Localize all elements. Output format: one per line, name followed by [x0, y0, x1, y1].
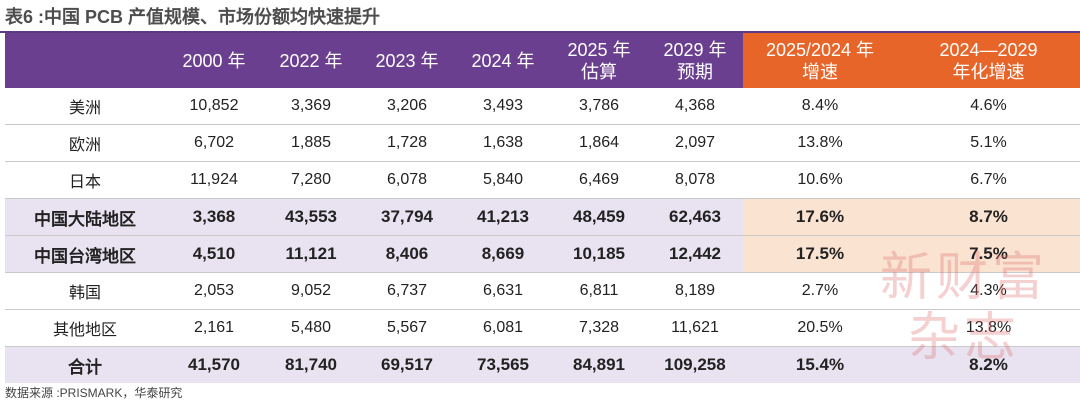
table-cell: 6,469: [551, 161, 647, 199]
table-cell: 15.4%: [743, 346, 897, 383]
table-cell: 13.8%: [897, 309, 1080, 347]
table-row-total: 合计 41,570 81,740 69,517 73,565 84,891 10…: [5, 346, 1080, 383]
table-cell: 10,852: [165, 88, 263, 125]
table-cell: 1,728: [359, 124, 455, 162]
table-cell: 2,097: [647, 124, 743, 162]
table-cell: 1,885: [263, 124, 359, 162]
table-cell: 12,442: [647, 235, 743, 273]
table-cell: 8,189: [647, 272, 743, 310]
table-cell: 1,864: [551, 124, 647, 162]
table-row-europe: 欧洲 6,702 1,885 1,728 1,638 1,864 2,097 1…: [5, 124, 1080, 162]
header-cell-cagr: 2024—2029 年化增速: [897, 33, 1080, 88]
table-cell: 5,840: [455, 161, 551, 199]
table-row-mainland-china: 中国大陆地区 3,368 43,553 37,794 41,213 48,459…: [5, 198, 1080, 236]
table-cell: 3,786: [551, 88, 647, 125]
table-cell: 4.3%: [897, 272, 1080, 310]
table-cell: 8.2%: [897, 346, 1080, 383]
table-cell: 17.5%: [743, 235, 897, 273]
table-cell: 69,517: [359, 346, 455, 383]
header-row: 2000 年 2022 年 2023 年 2024 年 2025 年估算 202…: [5, 33, 1080, 88]
table-cell: 17.6%: [743, 198, 897, 236]
header-cell-region: [5, 33, 165, 88]
header-cell-2025: 2025 年估算: [551, 33, 647, 88]
table-cell: 6,631: [455, 272, 551, 310]
table-cell: 81,740: [263, 346, 359, 383]
table-cell: 5.1%: [897, 124, 1080, 162]
header-cell-2023: 2023 年: [359, 33, 455, 88]
table-cell: 8,669: [455, 235, 551, 273]
row-label: 中国台湾地区: [5, 235, 165, 273]
row-label: 韩国: [5, 272, 165, 310]
table-cell: 8,078: [647, 161, 743, 199]
header-cell-2029: 2029 年预期: [647, 33, 743, 88]
table-cell: 8.7%: [897, 198, 1080, 236]
table-cell: 6.7%: [897, 161, 1080, 199]
table-row-americas: 美洲 10,852 3,369 3,206 3,493 3,786 4,368 …: [5, 88, 1080, 125]
header-cell-2024: 2024 年: [455, 33, 551, 88]
row-label: 欧洲: [5, 124, 165, 162]
table-cell: 43,553: [263, 198, 359, 236]
header-cell-growth-2025: 2025/2024 年增速: [743, 33, 897, 88]
table-cell: 73,565: [455, 346, 551, 383]
table-cell: 48,459: [551, 198, 647, 236]
table-row-taiwan: 中国台湾地区 4,510 11,121 8,406 8,669 10,185 1…: [5, 235, 1080, 273]
table-cell: 11,621: [647, 309, 743, 347]
table-cell: 13.8%: [743, 124, 897, 162]
table-cell: 4,510: [165, 235, 263, 273]
table-row-other-regions: 其他地区 2,161 5,480 5,567 6,081 7,328 11,62…: [5, 309, 1080, 347]
table-cell: 2,053: [165, 272, 263, 310]
table-cell: 1,638: [455, 124, 551, 162]
table-cell: 37,794: [359, 198, 455, 236]
table-cell: 41,213: [455, 198, 551, 236]
table-cell: 5,480: [263, 309, 359, 347]
table-cell: 3,368: [165, 198, 263, 236]
title-divider: [0, 31, 1080, 33]
table-cell: 6,737: [359, 272, 455, 310]
table-row-japan: 日本 11,924 7,280 6,078 5,840 6,469 8,078 …: [5, 161, 1080, 199]
table-cell: 3,206: [359, 88, 455, 125]
source-note: 数据来源 :PRISMARK，华泰研究: [5, 386, 183, 400]
table-cell: 20.5%: [743, 309, 897, 347]
row-label: 日本: [5, 161, 165, 199]
table-cell: 10,185: [551, 235, 647, 273]
table-cell: 2,161: [165, 309, 263, 347]
table-row-korea: 韩国 2,053 9,052 6,737 6,631 6,811 8,189 2…: [5, 272, 1080, 310]
table-cell: 11,924: [165, 161, 263, 199]
table-cell: 41,570: [165, 346, 263, 383]
table-cell: 109,258: [647, 346, 743, 383]
table-cell: 6,078: [359, 161, 455, 199]
table-cell: 62,463: [647, 198, 743, 236]
row-label: 美洲: [5, 88, 165, 125]
table-cell: 7.5%: [897, 235, 1080, 273]
table-cell: 4,368: [647, 88, 743, 125]
table-cell: 2.7%: [743, 272, 897, 310]
row-label: 合计: [5, 346, 165, 383]
pcb-output-table: 2000 年 2022 年 2023 年 2024 年 2025 年估算 202…: [5, 33, 1080, 383]
table-cell: 84,891: [551, 346, 647, 383]
table-cell: 6,811: [551, 272, 647, 310]
table-cell: 8.4%: [743, 88, 897, 125]
table-cell: 10.6%: [743, 161, 897, 199]
table-cell: 3,493: [455, 88, 551, 125]
table-cell: 6,081: [455, 309, 551, 347]
table-cell: 3,369: [263, 88, 359, 125]
table-cell: 9,052: [263, 272, 359, 310]
row-label: 其他地区: [5, 309, 165, 347]
table-cell: 8,406: [359, 235, 455, 273]
table-cell: 4.6%: [897, 88, 1080, 125]
table-cell: 5,567: [359, 309, 455, 347]
header-cell-2022: 2022 年: [263, 33, 359, 88]
table-cell: 11,121: [263, 235, 359, 273]
row-label: 中国大陆地区: [5, 198, 165, 236]
header-cell-2000: 2000 年: [165, 33, 263, 88]
table-title: 表6 :中国 PCB 产值规模、市场份额均快速提升: [5, 7, 381, 27]
table-cell: 7,280: [263, 161, 359, 199]
table-cell: 6,702: [165, 124, 263, 162]
table-cell: 7,328: [551, 309, 647, 347]
